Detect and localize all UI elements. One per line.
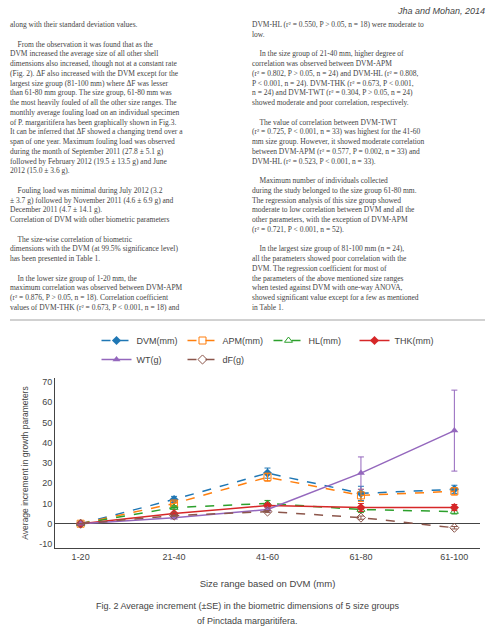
- svg-text:-10: -10: [39, 539, 52, 549]
- svg-text:Fig. 2 Average increment (±SE): Fig. 2 Average increment (±SE) in the bi…: [96, 601, 399, 611]
- svg-text:Jha and Mohan, 2014: Jha and Mohan, 2014: [397, 6, 485, 16]
- svg-text:70: 70: [42, 377, 52, 387]
- svg-text:Average increment in growth pa: Average increment in growth parameters: [20, 386, 30, 539]
- svg-text:50: 50: [42, 418, 52, 428]
- svg-text:DVM(mm): DVM(mm): [137, 336, 178, 346]
- svg-text:61-100: 61-100: [440, 552, 468, 562]
- svg-text:20: 20: [42, 478, 52, 488]
- svg-text:Size range based on DVM (mm): Size range based on DVM (mm): [200, 578, 336, 589]
- svg-text:WT(g): WT(g): [137, 355, 162, 365]
- svg-text:21-40: 21-40: [163, 552, 186, 562]
- svg-text:1-20: 1-20: [72, 552, 90, 562]
- svg-text:60: 60: [42, 397, 52, 407]
- svg-text:61-80: 61-80: [349, 552, 372, 562]
- svg-text:along with their standard devi: along with their standard deviation valu…: [10, 20, 183, 312]
- svg-text:0: 0: [47, 519, 52, 529]
- svg-text:APM(mm): APM(mm): [223, 336, 264, 346]
- svg-text:10: 10: [42, 499, 52, 509]
- svg-text:THK(mm): THK(mm): [395, 336, 434, 346]
- svg-text:HL(mm): HL(mm): [309, 336, 342, 346]
- svg-text:40: 40: [42, 438, 52, 448]
- svg-text:DVM-HL (r² = 0.550, P > 0.05,: DVM-HL (r² = 0.550, P > 0.05, n = 18) we…: [252, 20, 425, 312]
- svg-text:dF(g): dF(g): [223, 355, 245, 365]
- svg-text:of Pinctada margaritifera.: of Pinctada margaritifera.: [197, 616, 298, 626]
- svg-text:41-60: 41-60: [256, 552, 279, 562]
- svg-text:30: 30: [42, 458, 52, 468]
